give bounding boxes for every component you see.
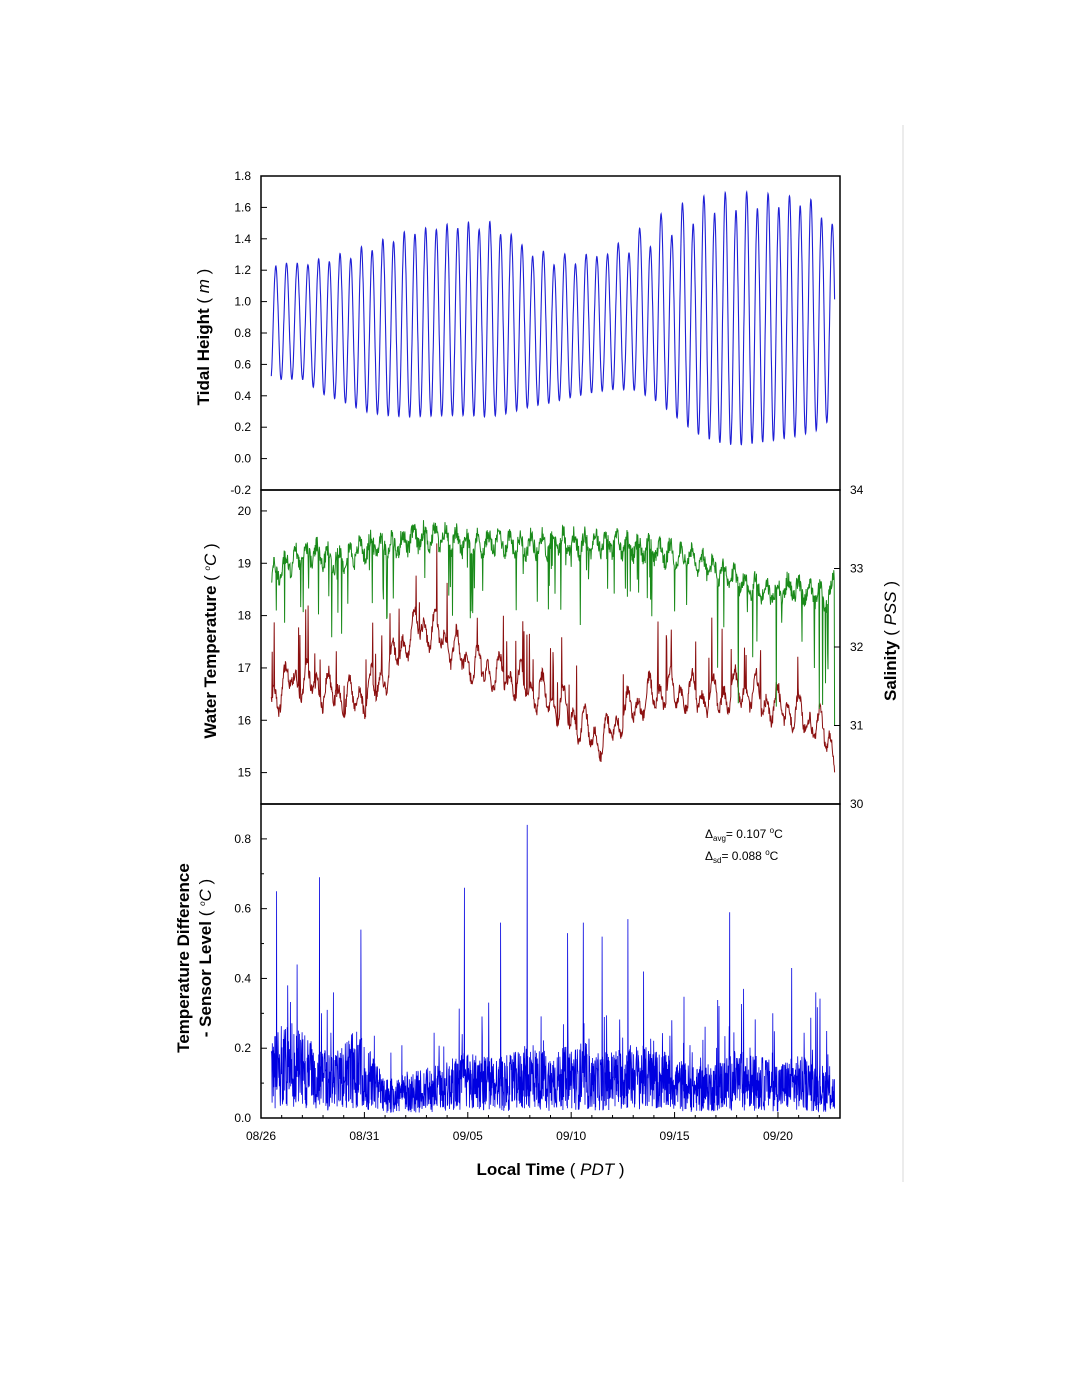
y-tick-label: 0.0 <box>234 1111 251 1125</box>
tidal-height-y-ticks: -0.2 0.0 0.2 0.4 0.6 0.8 1.0 1.2 1.4 1.6 1.8 <box>230 169 267 497</box>
x-tick-label: 09/05 <box>453 1129 483 1143</box>
x-tick-label: 08/31 <box>349 1129 379 1143</box>
y-tick-label: 17 <box>238 661 252 675</box>
y-tick-label: 0.6 <box>234 357 251 371</box>
degree-superscript: o <box>203 565 212 570</box>
y-tick-label: 0.2 <box>234 420 251 434</box>
y-tick-label: 0.0 <box>234 452 251 466</box>
local-time-x-axis-title: Local Time ( PDT ) <box>477 1160 625 1179</box>
y-tick-label: 18 <box>238 609 252 623</box>
delta-avg-annotation: Δavg= 0.107 oC <box>705 826 783 843</box>
degree-superscript: o <box>198 901 207 906</box>
y-tick-label: -0.2 <box>230 483 251 497</box>
water-temperature-panel: 15 16 17 18 19 20 30 31 32 33 34 Water Temperatur… <box>201 483 900 811</box>
time-x-ticks: 08/26 08/31 09/05 09/10 09/15 09/20 <box>246 1112 820 1143</box>
x-tick-label: 08/26 <box>246 1129 276 1143</box>
y-tick-label: 33 <box>850 562 864 576</box>
tidal-height-line <box>270 189 836 446</box>
temperature-difference-y-axis-title-line2: - Sensor Level ( oC ) <box>196 879 215 1037</box>
y-tick-label: 15 <box>238 766 252 780</box>
temperature-difference-series-line <box>270 824 835 1113</box>
y-tick-label: 16 <box>238 713 252 727</box>
y-tick-label: 1.8 <box>234 169 251 183</box>
y-tick-label: 0.6 <box>234 902 251 916</box>
y-tick-label: 0.8 <box>234 832 251 846</box>
tidal-height-y-axis-title: Tidal Height ( m ) <box>194 269 213 406</box>
y-tick-label: 0.4 <box>234 971 251 985</box>
temperature-difference-line <box>270 824 835 1113</box>
x-tick-label: 09/10 <box>556 1129 586 1143</box>
water-temperature-line <box>270 543 836 773</box>
salinity-y-axis-title: Salinity ( PSS ) <box>881 581 900 701</box>
delta-sd-annotation: Δsd= 0.088 oC <box>705 848 779 865</box>
tidal-height-panel: -0.2 0.0 0.2 0.4 0.6 0.8 1.0 1.2 1.4 1.6 1.8 Tidal… <box>194 169 841 497</box>
water-temperature-y-ticks: 15 16 17 18 19 20 <box>238 504 267 780</box>
y-tick-label: 32 <box>850 640 864 654</box>
temperature-difference-y-axis-title-line1: Temperature Difference <box>174 863 193 1053</box>
y-tick-label: 1.6 <box>234 200 251 214</box>
x-tick-label: 09/15 <box>660 1129 690 1143</box>
water-temperature-y-axis-title: Water Temperature ( oC ) <box>201 543 220 738</box>
temperature-difference-y-ticks: 0.0 0.2 0.4 0.6 0.8 <box>234 803 267 1125</box>
y-tick-label: 0.8 <box>234 326 251 340</box>
tidal-height-series-line <box>270 189 836 446</box>
y-tick-label: 0.2 <box>234 1041 251 1055</box>
y-tick-label: 20 <box>238 504 252 518</box>
y-tick-label: 31 <box>850 719 864 733</box>
y-tick-label: 1.0 <box>234 295 251 309</box>
x-tick-label: 09/20 <box>763 1129 793 1143</box>
salinity-line <box>271 520 836 727</box>
temperature-difference-panel: 0.0 0.2 0.4 0.6 0.8 08/26 08/31 09/05 09/10 09/1… <box>174 803 841 1179</box>
y-tick-label: 0.4 <box>234 389 251 403</box>
y-tick-label: 30 <box>850 797 864 811</box>
temperature-salinity-series-lines <box>270 520 836 773</box>
y-tick-label: 34 <box>850 483 864 497</box>
y-tick-label: 19 <box>238 556 252 570</box>
salinity-y-ticks: 30 31 32 33 34 <box>834 483 864 811</box>
y-tick-label: 1.4 <box>234 232 251 246</box>
y-tick-label: 1.2 <box>234 263 251 277</box>
